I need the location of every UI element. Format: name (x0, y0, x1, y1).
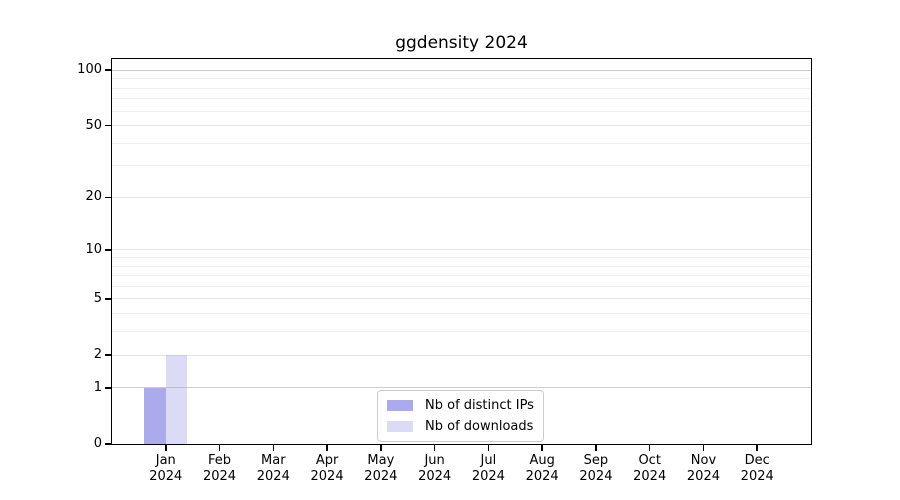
x-tick-label: Nov 2024 (668, 453, 738, 485)
x-tick-year: 2024 (633, 469, 667, 484)
y-tick-label: 2 (93, 347, 102, 363)
x-tick-month: Aug (529, 453, 555, 468)
y-tick-mark (105, 354, 111, 356)
gridline-major (112, 196, 811, 198)
legend-swatch-nb-of-downloads (387, 421, 413, 432)
x-tick-mark (648, 445, 651, 451)
x-tick-label: Mar 2024 (238, 453, 308, 485)
gridline-minor (112, 98, 811, 100)
plot-area (111, 58, 812, 445)
y-tick-label: 10 (85, 241, 102, 257)
x-tick-year: 2024 (471, 469, 505, 484)
x-tick-month: Jun (424, 453, 445, 468)
x-tick-year: 2024 (686, 469, 720, 484)
x-tick-label: May 2024 (346, 453, 416, 485)
y-tick-mark (105, 196, 111, 199)
y-tick-mark (105, 124, 111, 127)
x-tick-label: Jun 2024 (400, 453, 470, 485)
x-tick-month: Oct (638, 453, 661, 468)
x-tick-mark (380, 445, 382, 451)
gridline-minor (112, 110, 811, 112)
x-tick-label: Aug 2024 (507, 453, 577, 485)
y-tick-mark (105, 298, 111, 300)
gridline-minor (112, 78, 811, 80)
x-tick-year: 2024 (525, 469, 559, 484)
x-tick-month: May (367, 453, 395, 468)
x-tick-mark (702, 445, 705, 451)
gridline-major (112, 249, 811, 251)
x-tick-mark (165, 445, 167, 451)
x-tick-label: Jul 2024 (453, 453, 523, 485)
x-tick-month: Jan (155, 453, 176, 468)
x-tick-year: 2024 (256, 469, 290, 484)
gridline-minor (112, 331, 811, 333)
gridline-minor (112, 313, 811, 315)
x-tick-label: Feb 2024 (185, 453, 255, 485)
x-tick-label: Jan 2024 (131, 453, 201, 485)
x-tick-mark (272, 445, 275, 451)
x-tick-month: Mar (261, 453, 286, 468)
x-tick-mark (218, 445, 221, 451)
chart-title: ggdensity 2024 (395, 33, 528, 53)
x-tick-month: Apr (315, 453, 339, 468)
x-tick-year: 2024 (418, 469, 452, 484)
legend-entry-nb-of-downloads: Nb of downloads (387, 416, 534, 437)
legend-swatch-nb-of-distinct-ips (387, 400, 413, 411)
y-tick-mark (105, 443, 111, 445)
y-tick-label: 50 (85, 117, 102, 133)
x-tick-mark (595, 445, 597, 451)
y-tick-mark (105, 69, 111, 71)
x-tick-mark (326, 445, 328, 451)
gridline-minor (112, 265, 811, 267)
gridline-major (112, 125, 811, 127)
x-tick-label: Dec 2024 (722, 453, 792, 485)
x-tick-year: 2024 (740, 469, 774, 484)
legend-entry-nb-of-distinct-ips: Nb of distinct IPs (387, 395, 534, 416)
x-tick-month: Sep (583, 453, 609, 468)
x-tick-year: 2024 (310, 469, 344, 484)
legend-label-nb-of-distinct-ips: Nb of distinct IPs (425, 398, 534, 413)
y-tick-mark (105, 387, 111, 389)
x-tick-year: 2024 (202, 469, 237, 484)
gridline-major (112, 298, 811, 300)
gridline-major (112, 354, 811, 356)
gridline-minor (112, 87, 811, 89)
gridline-minor (112, 275, 811, 277)
x-tick-label: Sep 2024 (561, 453, 631, 485)
bar-nb-of-distinct-ips (144, 387, 166, 444)
gridline-minor (112, 257, 811, 258)
bar-nb-of-downloads (165, 355, 188, 444)
x-tick-year: 2024 (149, 469, 183, 484)
y-tick-label: 100 (77, 62, 102, 78)
x-tick-label: Apr 2024 (292, 453, 362, 485)
x-tick-month: Feb (208, 453, 232, 468)
x-tick-mark (541, 445, 543, 451)
x-tick-mark (487, 445, 490, 451)
gridline-minor (112, 285, 811, 287)
gridline-major-emphasis (112, 387, 811, 389)
x-tick-year: 2024 (364, 469, 398, 484)
legend: Nb of distinct IPs Nb of downloads (377, 390, 544, 442)
x-tick-month: Dec (744, 453, 770, 468)
y-tick-label: 1 (93, 379, 102, 395)
y-tick-mark (105, 249, 111, 251)
y-tick-label: 20 (85, 189, 102, 205)
gridline-minor (112, 165, 811, 167)
gridline-major-emphasis (112, 69, 811, 71)
x-tick-month: Jul (480, 453, 497, 468)
y-tick-label: 5 (93, 290, 102, 306)
gridline-minor (112, 142, 811, 144)
x-tick-year: 2024 (579, 469, 613, 484)
y-tick-label: 0 (93, 436, 102, 451)
x-tick-mark (433, 445, 436, 451)
x-tick-label: Oct 2024 (615, 453, 685, 485)
x-tick-month: Nov (690, 453, 717, 468)
legend-label-nb-of-downloads: Nb of downloads (425, 419, 534, 434)
x-tick-mark (756, 445, 758, 451)
